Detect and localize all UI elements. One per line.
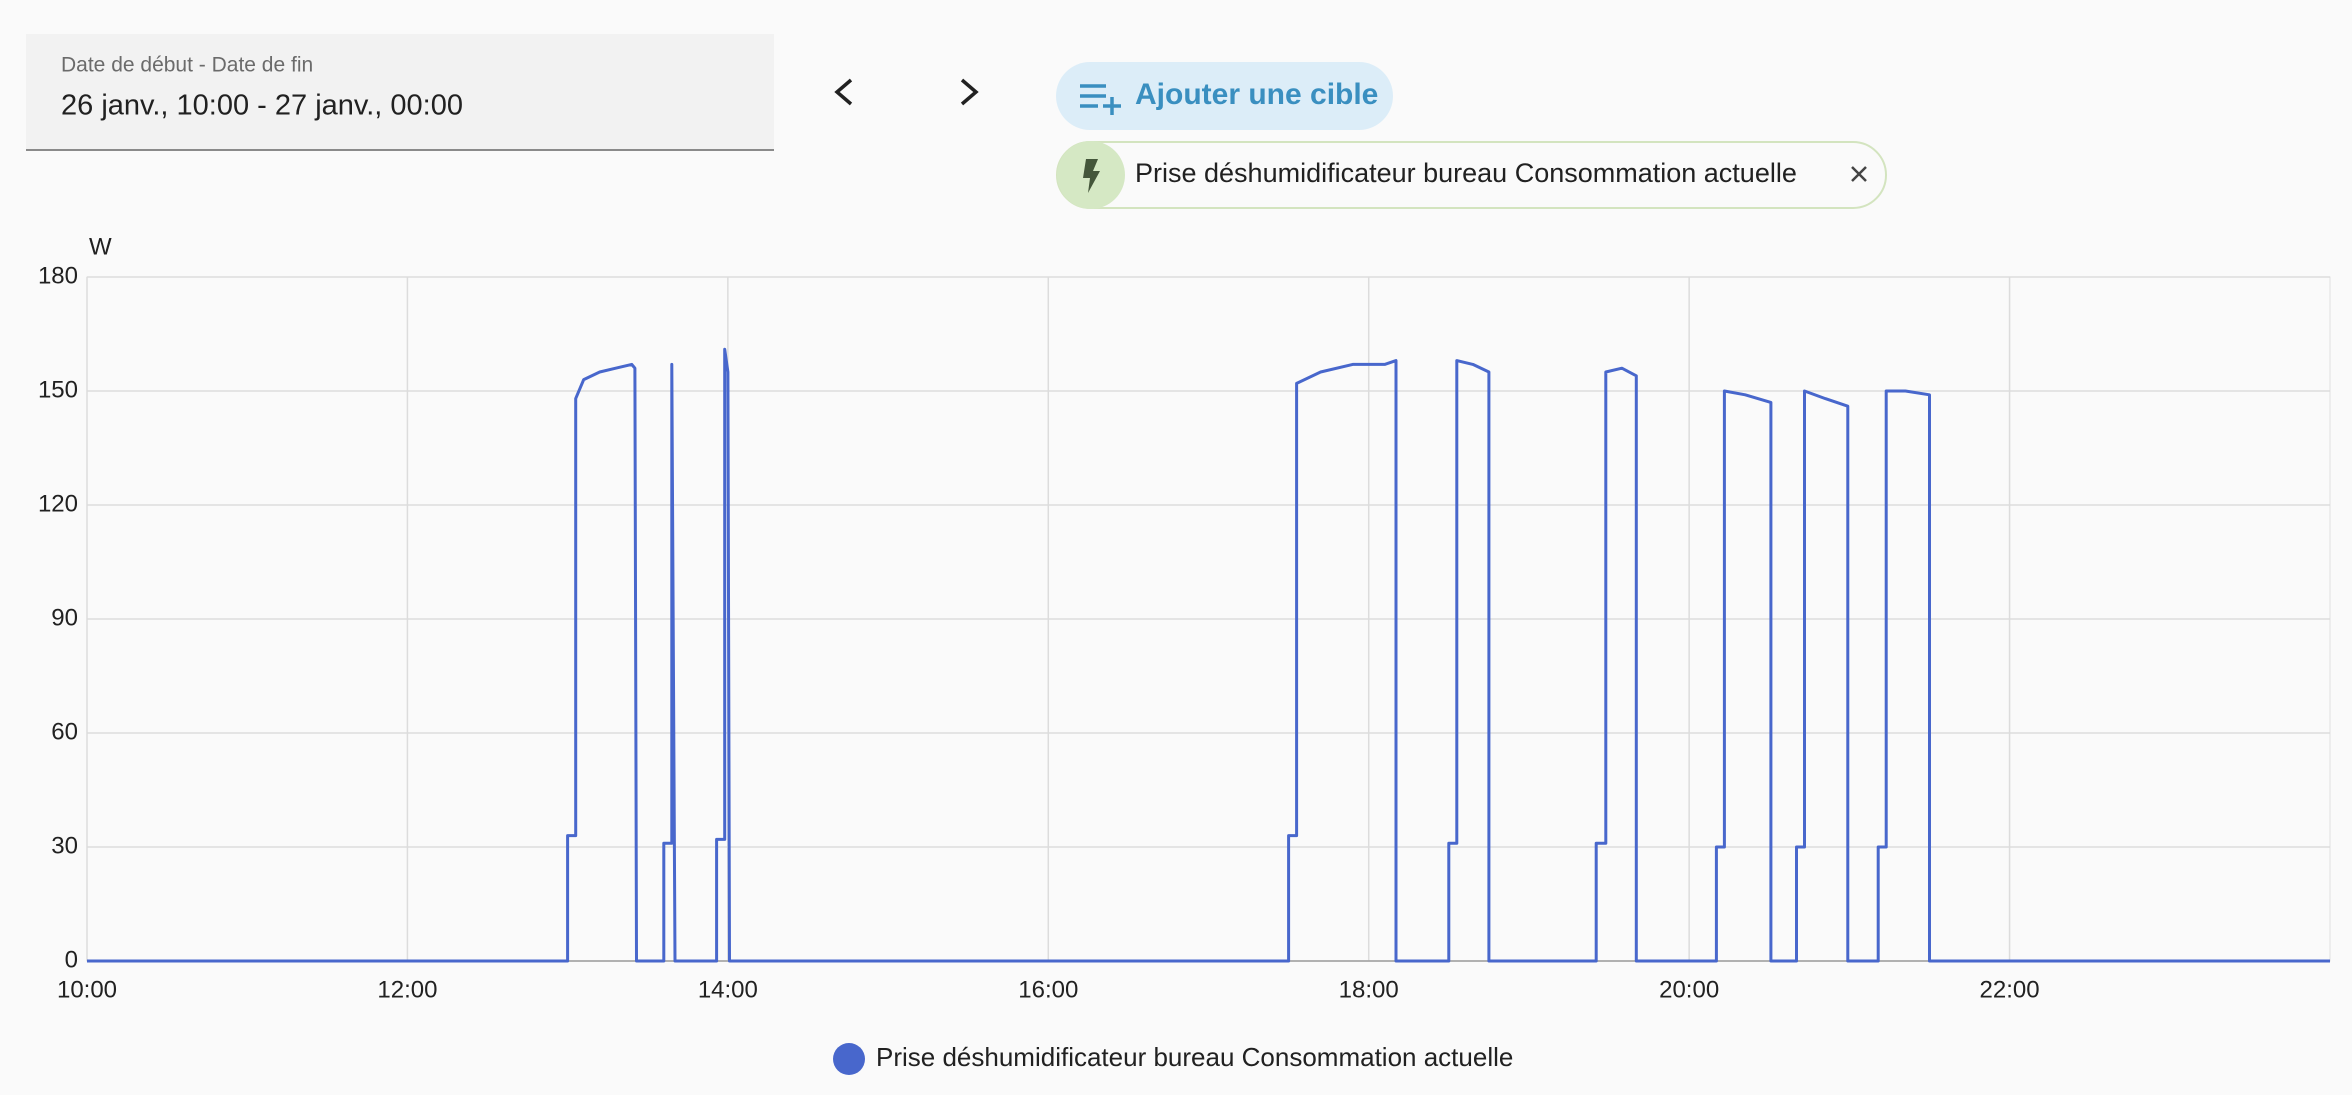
y-axis-label: W	[89, 233, 112, 260]
series-line	[87, 347, 2330, 963]
x-tick-label: 16:00	[1018, 976, 1078, 1003]
chip-remove[interactable]	[1851, 166, 1867, 182]
x-tick-label: 22:00	[1980, 976, 2040, 1003]
legend-label: Prise déshumidificateur bureau Consommat…	[876, 1042, 1513, 1072]
y-tick-label: 30	[51, 832, 78, 859]
add-target-icon	[1080, 84, 1121, 115]
date-label: Date de début - Date de fin	[61, 54, 313, 77]
y-tick-label: 0	[65, 946, 78, 973]
chip-label: Prise déshumidificateur bureau Consommat…	[1135, 158, 1797, 188]
add-target-label[interactable]: Ajouter une cible	[1135, 78, 1378, 111]
x-tick-label: 12:00	[377, 976, 437, 1003]
y-tick-label: 90	[51, 604, 78, 631]
legend-swatch	[833, 1043, 865, 1075]
x-tick-label: 18:00	[1339, 976, 1399, 1003]
chip-icon	[1083, 159, 1100, 193]
x-tick-label: 20:00	[1659, 976, 1719, 1003]
y-tick-label: 120	[38, 490, 78, 517]
plot: 0 30 60 90 120 150 180 10:00 12:00 14:00 16:00 18:0…	[38, 262, 2331, 1075]
x-tick-label: 10:00	[57, 976, 117, 1003]
y-tick-label: 60	[51, 718, 78, 745]
date-field[interactable]	[26, 34, 774, 150]
date-value: 26 janv., 10:00 - 27 janv., 00:00	[61, 90, 463, 122]
y-tick-label: 150	[38, 376, 78, 403]
prev-button[interactable]	[834, 78, 853, 106]
next-button[interactable]	[960, 78, 979, 106]
x-tick-label: 14:00	[698, 976, 758, 1003]
y-tick-label: 180	[38, 262, 78, 289]
add-target-button[interactable]	[1056, 62, 1393, 130]
